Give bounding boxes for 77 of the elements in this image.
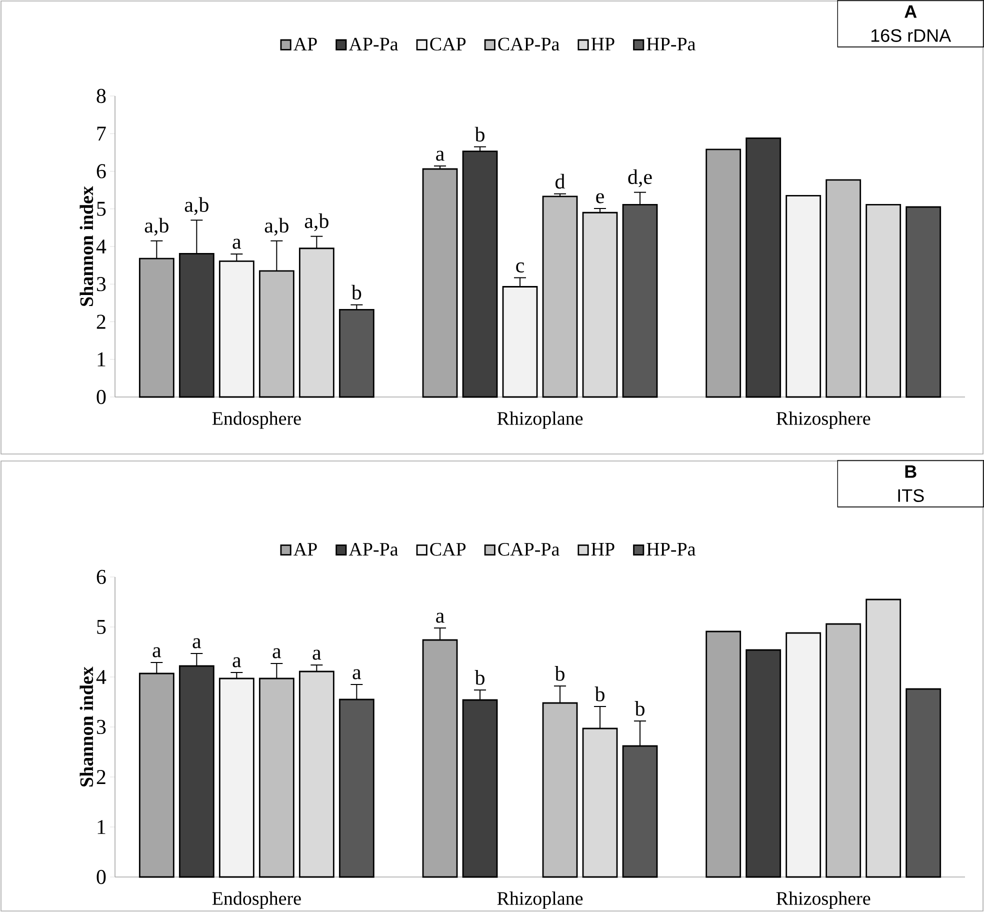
- text: ITS: [898, 489, 924, 502]
- bar: [338, 309, 374, 398]
- y-axis-title: Shannon index: [80, 186, 94, 306]
- data-label: b: [474, 126, 484, 142]
- data-label: a,b: [144, 218, 168, 236]
- bar: [462, 150, 498, 398]
- data-label: e: [596, 193, 604, 204]
- data-label: a: [272, 648, 282, 658]
- y-tick-label: 2: [96, 314, 106, 329]
- data-label: d,e: [628, 169, 652, 188]
- y-tick-label: 1: [98, 820, 106, 834]
- y-tick-label: 7: [97, 126, 106, 140]
- legend-label: HP: [591, 38, 614, 50]
- y-tick-label: 0: [96, 870, 106, 884]
- data-label: a: [436, 150, 444, 161]
- y-tick-label: 6: [96, 164, 106, 178]
- bar: [826, 623, 862, 878]
- x-tick-label: Rhizosphere: [776, 412, 870, 429]
- bar: [866, 598, 902, 878]
- y-tick-label: 4: [96, 240, 106, 254]
- data-label: a,b: [184, 197, 208, 215]
- y-tick-label: 1: [98, 352, 106, 366]
- legend-label: CAP-Pa: [498, 542, 560, 556]
- bar: [906, 688, 942, 878]
- data-label: a: [192, 638, 202, 648]
- x-tick-label: Endosphere: [212, 892, 301, 909]
- legend-label: HP-Pa: [646, 543, 696, 556]
- text: B: [905, 465, 916, 478]
- data-label: b: [554, 666, 564, 681]
- y-axis-title: Shannon index: [80, 666, 94, 786]
- data-label: a: [352, 669, 362, 680]
- bar: [746, 137, 782, 398]
- data-label: a: [436, 612, 444, 623]
- data-label: d: [556, 174, 565, 189]
- legend-label: CAP-Pa: [498, 38, 560, 51]
- y-tick-label: 8: [96, 88, 106, 104]
- data-label: a,b: [304, 213, 328, 232]
- data-label: a: [152, 647, 162, 658]
- legend-label: CAP: [430, 38, 466, 51]
- text: 16S rDNA: [871, 29, 952, 42]
- data-label: a: [312, 650, 322, 660]
- bar: [786, 195, 822, 398]
- legend-label: AP: [294, 542, 317, 556]
- x-tick-label: Rhizoplane: [497, 412, 583, 429]
- y-tick-label: 5: [97, 620, 106, 634]
- legend-label: CAP: [430, 542, 466, 556]
- legend-label: AP-Pa: [348, 542, 398, 556]
- bar: [786, 632, 822, 878]
- y-tick-label: 5: [97, 202, 106, 216]
- data-label: a: [232, 657, 242, 668]
- data-label: b: [594, 686, 604, 702]
- y-tick-label: 3: [96, 277, 106, 292]
- bar: [826, 179, 862, 398]
- y-tick-label: 6: [96, 570, 106, 584]
- y-tick-label: 2: [96, 770, 106, 784]
- legend-label: AP-Pa: [348, 38, 398, 51]
- y-tick-label: 4: [96, 670, 106, 684]
- data-label: a: [232, 238, 242, 249]
- legend-label: HP-Pa: [646, 38, 696, 50]
- bar: [866, 204, 902, 398]
- x-tick-label: Endosphere: [212, 412, 301, 429]
- legend-label: HP: [591, 543, 614, 556]
- bar: [746, 649, 782, 878]
- x-tick-label: Rhizoplane: [497, 892, 583, 909]
- data-label: b: [634, 701, 644, 716]
- bar: [582, 212, 618, 398]
- data-label: b: [474, 670, 484, 685]
- data-label: b: [351, 284, 362, 300]
- x-tick-label: Rhizosphere: [776, 892, 870, 909]
- data-label: a,b: [264, 218, 288, 236]
- legend-label: AP: [294, 38, 317, 50]
- y-tick-label: 0: [96, 390, 106, 404]
- bar: [906, 206, 942, 398]
- text: A: [904, 5, 917, 18]
- y-tick-label: 3: [96, 720, 106, 734]
- data-label: c: [516, 262, 524, 273]
- bar: [542, 196, 578, 398]
